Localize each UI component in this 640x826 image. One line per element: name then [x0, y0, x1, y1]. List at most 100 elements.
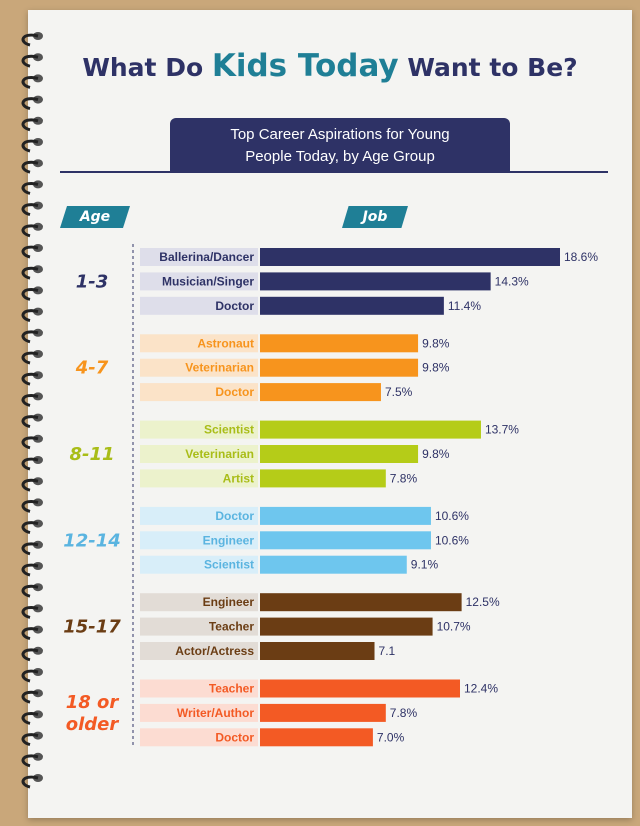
bar — [260, 617, 433, 636]
category-label: Artist — [223, 471, 254, 485]
category-label: Actor/Actress — [175, 644, 254, 658]
ring-wire — [21, 457, 39, 471]
age-group-label: 1-3 — [76, 271, 109, 292]
ring-wire — [21, 330, 39, 344]
data-label: 10.7% — [437, 620, 471, 634]
age-group-label: 8-11 — [69, 444, 114, 465]
bar — [260, 272, 491, 291]
category-label: Scientist — [204, 558, 254, 572]
data-label: 11.4% — [448, 299, 481, 313]
ring-wire — [21, 288, 39, 301]
category-label-bg — [140, 334, 258, 353]
ring-wire — [21, 394, 39, 407]
data-label: 10.6% — [435, 533, 469, 547]
ring-wire — [21, 542, 39, 556]
ring-wire — [21, 118, 39, 132]
category-label: Doctor — [215, 509, 254, 523]
category-label: Doctor — [215, 385, 254, 399]
data-label: 12.5% — [466, 595, 500, 609]
category-label-bg — [140, 445, 258, 463]
age-header: Age — [60, 206, 130, 228]
title-part1: What Do — [82, 53, 212, 82]
data-label: 10.6% — [435, 509, 469, 523]
ring-wire — [21, 627, 39, 641]
subtitle-line2: People Today, by Age Group — [245, 148, 435, 165]
age-group-label: 15-17 — [63, 617, 121, 638]
bar — [260, 531, 431, 550]
data-label: 7.8% — [390, 706, 418, 720]
ring-wire — [21, 563, 39, 577]
ring-wire — [21, 266, 39, 280]
ring-wire — [21, 76, 39, 89]
ring-wire — [21, 648, 39, 662]
category-label-bg — [140, 296, 258, 315]
data-label: 7.1 — [379, 644, 396, 658]
bar — [260, 469, 386, 488]
category-label: Ballerina/Dancer — [159, 250, 254, 264]
bar — [260, 642, 375, 660]
data-label: 7.0% — [377, 730, 405, 744]
category-label-bg — [140, 506, 258, 525]
category-label: Writer/Author — [177, 706, 254, 720]
ring-wire — [21, 372, 39, 386]
category-label-bg — [140, 703, 258, 722]
ring-wire — [21, 54, 39, 68]
ring-wire — [21, 775, 39, 789]
data-label: 9.8% — [422, 336, 450, 350]
age-group-label: 4-7 — [75, 358, 109, 379]
spiral-binding — [21, 32, 43, 789]
data-label: 9.8% — [422, 361, 450, 375]
ring-wire — [21, 245, 39, 259]
category-label-bg — [140, 272, 258, 291]
data-label: 14.3% — [495, 274, 529, 288]
category-label-bg — [140, 420, 258, 439]
category-label: Veterinarian — [185, 361, 254, 375]
ring-wire — [21, 351, 39, 365]
ring-wire — [21, 309, 39, 323]
category-label-bg — [140, 617, 258, 636]
data-label: 9.1% — [411, 558, 439, 572]
category-label-bg — [140, 642, 258, 660]
bar — [260, 420, 481, 439]
bar — [260, 296, 444, 315]
data-label: 7.8% — [390, 471, 418, 485]
category-label: Engineer — [203, 595, 255, 609]
category-label-bg — [140, 593, 258, 612]
category-label: Teacher — [209, 682, 254, 696]
bar — [260, 334, 419, 353]
title-part2: Want to Be? — [398, 53, 578, 82]
data-label: 12.4% — [464, 682, 498, 696]
job-header: Job — [342, 206, 408, 228]
ring-wire — [21, 584, 39, 598]
category-label-bg — [140, 383, 258, 402]
chart-title: What Do Kids Today Want to Be? — [28, 48, 632, 84]
category-label-bg — [140, 679, 258, 698]
ring-wire — [21, 415, 39, 429]
category-label: Musician/Singer — [162, 274, 254, 288]
category-label: Engineer — [203, 533, 255, 547]
ring-wire — [21, 733, 39, 747]
category-label: Teacher — [209, 620, 254, 634]
category-label-bg — [140, 248, 258, 266]
bar — [260, 728, 373, 747]
category-label: Veterinarian — [185, 447, 254, 461]
category-label: Doctor — [215, 730, 254, 744]
ring-wire — [21, 160, 39, 174]
ring-wire — [21, 33, 39, 47]
ring-wire — [21, 436, 39, 450]
age-group-label: 12-14 — [63, 530, 121, 551]
category-label: Doctor — [215, 299, 254, 313]
category-label-bg — [140, 555, 258, 574]
bar — [260, 248, 560, 266]
ring-wire — [21, 754, 39, 768]
bar — [260, 593, 462, 612]
ring-wire — [21, 224, 39, 238]
data-label: 7.5% — [385, 385, 413, 399]
ring-wire — [21, 203, 39, 217]
title-highlight: Kids Today — [211, 48, 399, 84]
ring-wire — [21, 500, 39, 513]
subtitle-line1: Top Career Aspirations for Young — [230, 126, 450, 143]
subtitle-underline — [60, 171, 608, 173]
ring-wire — [21, 669, 39, 683]
